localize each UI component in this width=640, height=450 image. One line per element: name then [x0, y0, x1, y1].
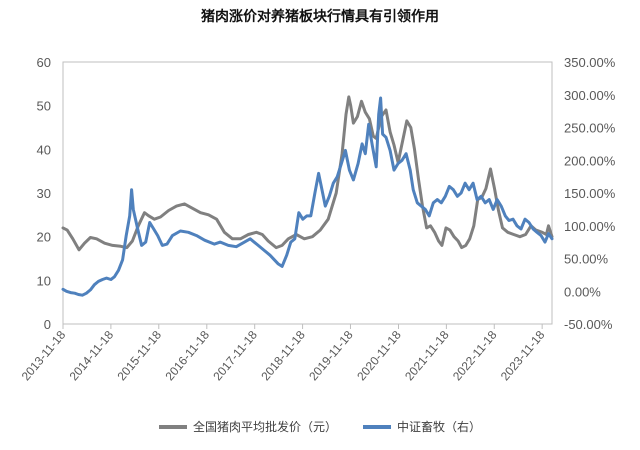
legend-label-index: 中证畜牧（右） [397, 420, 482, 434]
x-tick-label: 2016-11-18 [162, 328, 212, 384]
y-right-tick-label: 350.00% [564, 55, 616, 70]
x-tick-label: 2021-11-18 [402, 328, 452, 384]
legend: 全国猪肉平均批发价（元） 中证畜牧（右） [0, 418, 640, 435]
y-left-tick-label: 40 [37, 142, 51, 157]
legend-swatch-price [158, 424, 187, 429]
legend-label-price: 全国猪肉平均批发价（元） [192, 420, 337, 434]
x-tick-label: 2015-11-18 [114, 328, 164, 384]
y-left-tick-label: 20 [37, 230, 51, 245]
y-right-tick-label: 100.00% [564, 219, 616, 234]
chart-title: 猪肉涨价对养猪板块行情具有引领作用 [201, 9, 439, 25]
y-left-tick-label: 10 [37, 273, 51, 288]
y-right-tick-label: -50.00% [564, 317, 613, 332]
plot-frame [62, 61, 553, 325]
x-tick-label: 2013-11-18 [19, 328, 69, 384]
legend-item-price: 全国猪肉平均批发价（元） [158, 418, 337, 435]
x-tick-label: 2020-11-18 [354, 328, 404, 384]
x-tick-label: 2019-11-18 [306, 328, 356, 384]
y-right-tick-label: 150.00% [564, 186, 616, 201]
y-left-tick-label: 0 [44, 317, 51, 332]
x-tick-label: 2018-11-18 [258, 328, 308, 384]
x-tick-label: 2022-11-18 [450, 328, 500, 384]
legend-item-index: 中证畜牧（右） [363, 418, 481, 435]
y-right-tick-label: 200.00% [564, 153, 616, 168]
y-left-tick-label: 30 [37, 186, 51, 201]
series-line-livestock-index [61, 96, 554, 297]
x-tick-label: 2023-11-18 [498, 328, 548, 384]
x-tick-label: 2014-11-18 [67, 328, 117, 384]
x-tick-label: 2017-11-18 [210, 328, 260, 384]
y-right-tick-label: 50.00% [564, 252, 609, 267]
y-left-tick-label: 50 [37, 99, 51, 114]
y-left-tick-label: 60 [37, 55, 51, 70]
y-right-tick-label: 300.00% [564, 88, 616, 103]
y-right-tick-label: 0.00% [564, 284, 601, 299]
legend-swatch-index [363, 424, 391, 429]
y-right-tick-label: 250.00% [564, 121, 616, 136]
